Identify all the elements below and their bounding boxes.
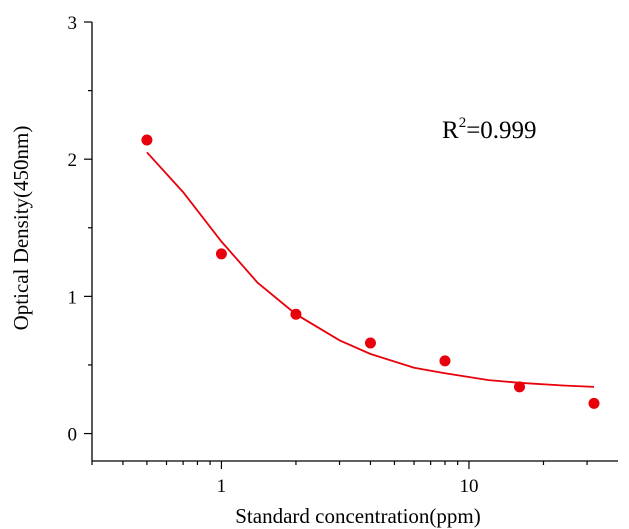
ticks: 0 1 2 3 1 10 — [68, 13, 588, 497]
r-squared-value: =0.999 — [466, 117, 536, 144]
r-squared-annotation: R2=0.999 — [442, 115, 537, 144]
x-tick-label: 1 — [217, 476, 227, 497]
data-point — [290, 308, 302, 320]
y-tick-label: 0 — [68, 425, 78, 446]
series — [141, 134, 600, 409]
y-tick-label: 1 — [68, 287, 78, 308]
data-point — [215, 248, 227, 260]
y-tick-label: 3 — [68, 13, 78, 34]
r-squared-superscript: 2 — [459, 115, 467, 131]
data-point — [439, 355, 451, 367]
data-point — [588, 397, 600, 409]
data-point — [513, 381, 525, 393]
data-point — [141, 134, 153, 146]
r-squared-base: R — [442, 117, 459, 144]
x-tick-label: 10 — [459, 476, 478, 497]
axes — [91, 22, 618, 462]
y-axis-title: Optical Density(450nm) — [9, 126, 33, 331]
y-tick-label: 2 — [68, 150, 78, 171]
fit-curve-line — [146, 151, 595, 388]
data-point — [364, 337, 376, 349]
x-axis-title: Standard concentration(ppm) — [235, 504, 481, 528]
